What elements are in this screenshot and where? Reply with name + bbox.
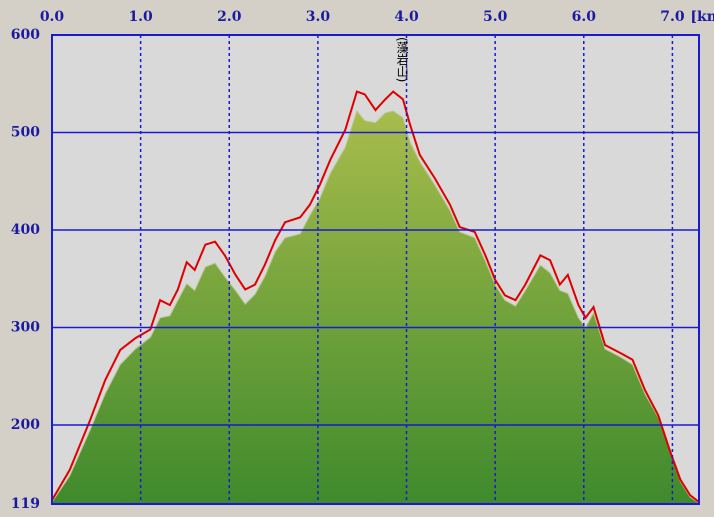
x-tick-label: 4.0	[394, 9, 419, 25]
y-tick-label: 400	[11, 222, 40, 238]
x-tick-label: 1.0	[128, 9, 153, 25]
route-line	[51, 90, 700, 503]
y-tick-label: 300	[11, 320, 40, 336]
x-tick-label: 6.0	[572, 9, 597, 25]
x-tick-label: 3.0	[306, 9, 331, 25]
y-tick-label: 500	[11, 125, 40, 141]
terrain-area	[51, 110, 700, 505]
y-tick-label: 600	[11, 27, 40, 43]
y-tick-label: 200	[11, 417, 40, 433]
x-tick-label: 5.0	[483, 9, 508, 25]
x-tick-label: 0.0	[40, 9, 65, 25]
x-axis-unit: [km]	[690, 9, 714, 25]
y-tick-label: 119	[11, 496, 40, 512]
plot-border	[51, 34, 700, 505]
annotation: (藻岩山)	[395, 37, 409, 82]
x-tick-label: 7.0	[660, 9, 685, 25]
x-tick-label: 2.0	[217, 9, 242, 25]
